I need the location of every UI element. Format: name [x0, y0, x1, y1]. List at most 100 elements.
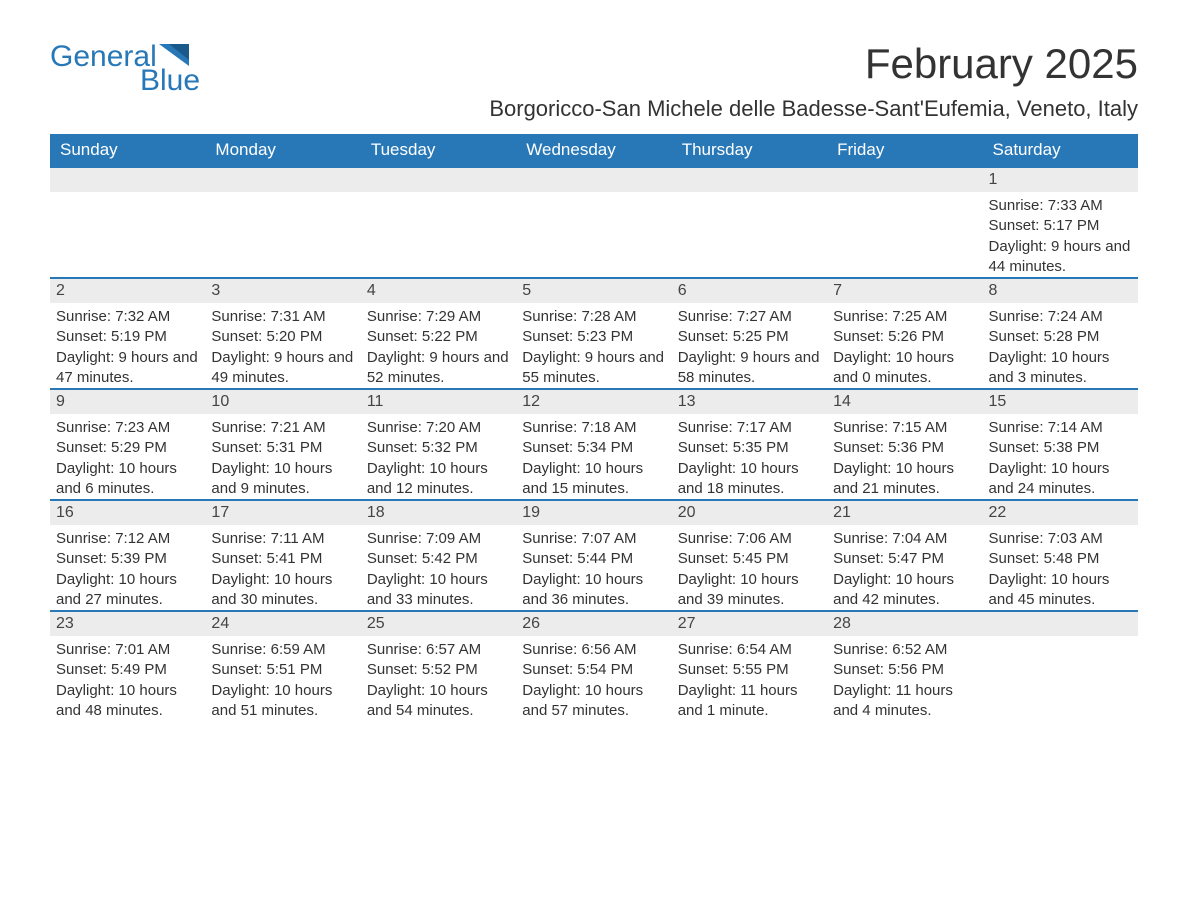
sunrise-text: Sunrise: 7:31 AM — [211, 307, 354, 327]
sunrise-text: Sunrise: 7:21 AM — [211, 418, 354, 438]
sunset-text: Sunset: 5:55 PM — [678, 660, 821, 680]
day-number: 9 — [50, 390, 205, 414]
day-number-cell: 16 — [50, 500, 205, 525]
empty-day-info — [516, 192, 671, 277]
day-info: Sunrise: 6:56 AMSunset: 5:54 PMDaylight:… — [516, 636, 671, 721]
day-number: 22 — [983, 501, 1138, 525]
day-info-cell: Sunrise: 7:31 AMSunset: 5:20 PMDaylight:… — [205, 303, 360, 389]
daylight-text: Daylight: 10 hours and 48 minutes. — [56, 681, 199, 722]
day-number-cell: 3 — [205, 278, 360, 303]
day-info: Sunrise: 7:25 AMSunset: 5:26 PMDaylight:… — [827, 303, 982, 388]
calendar-week-info-row: Sunrise: 7:01 AMSunset: 5:49 PMDaylight:… — [50, 636, 1138, 721]
sunset-text: Sunset: 5:51 PM — [211, 660, 354, 680]
daylight-text: Daylight: 10 hours and 3 minutes. — [989, 348, 1132, 389]
day-number: 5 — [516, 279, 671, 303]
empty-day-info — [672, 192, 827, 277]
sunrise-text: Sunrise: 7:20 AM — [367, 418, 510, 438]
weekday-header: Wednesday — [516, 134, 671, 167]
weekday-header: Monday — [205, 134, 360, 167]
day-info: Sunrise: 6:52 AMSunset: 5:56 PMDaylight:… — [827, 636, 982, 721]
daylight-text: Daylight: 9 hours and 49 minutes. — [211, 348, 354, 389]
day-info-cell — [361, 192, 516, 278]
empty-day-info — [361, 192, 516, 277]
logo-text-blue: Blue — [140, 64, 200, 98]
sunrise-text: Sunrise: 7:25 AM — [833, 307, 976, 327]
day-number: 17 — [205, 501, 360, 525]
day-number: 11 — [361, 390, 516, 414]
page-header: General Blue February 2025 Borgoricco-Sa… — [50, 40, 1138, 122]
day-number: 8 — [983, 279, 1138, 303]
weekday-header: Friday — [827, 134, 982, 167]
daylight-text: Daylight: 10 hours and 12 minutes. — [367, 459, 510, 500]
month-title: February 2025 — [489, 40, 1138, 88]
day-number: 12 — [516, 390, 671, 414]
sunrise-text: Sunrise: 7:01 AM — [56, 640, 199, 660]
day-number: 18 — [361, 501, 516, 525]
daylight-text: Daylight: 10 hours and 24 minutes. — [989, 459, 1132, 500]
day-number-cell — [50, 167, 205, 192]
empty-day-number — [361, 168, 516, 192]
day-number-cell: 11 — [361, 389, 516, 414]
day-info: Sunrise: 7:04 AMSunset: 5:47 PMDaylight:… — [827, 525, 982, 610]
sunset-text: Sunset: 5:35 PM — [678, 438, 821, 458]
day-info: Sunrise: 7:01 AMSunset: 5:49 PMDaylight:… — [50, 636, 205, 721]
sunset-text: Sunset: 5:29 PM — [56, 438, 199, 458]
sunrise-text: Sunrise: 6:52 AM — [833, 640, 976, 660]
daylight-text: Daylight: 10 hours and 30 minutes. — [211, 570, 354, 611]
day-info-cell: Sunrise: 7:18 AMSunset: 5:34 PMDaylight:… — [516, 414, 671, 500]
sunrise-text: Sunrise: 7:14 AM — [989, 418, 1132, 438]
day-number-cell: 24 — [205, 611, 360, 636]
sunset-text: Sunset: 5:48 PM — [989, 549, 1132, 569]
daylight-text: Daylight: 10 hours and 18 minutes. — [678, 459, 821, 500]
day-number-cell: 14 — [827, 389, 982, 414]
sunrise-text: Sunrise: 6:56 AM — [522, 640, 665, 660]
day-info-cell: Sunrise: 7:04 AMSunset: 5:47 PMDaylight:… — [827, 525, 982, 611]
day-number: 23 — [50, 612, 205, 636]
day-info: Sunrise: 7:31 AMSunset: 5:20 PMDaylight:… — [205, 303, 360, 388]
daylight-text: Daylight: 10 hours and 42 minutes. — [833, 570, 976, 611]
day-number-cell — [827, 167, 982, 192]
daylight-text: Daylight: 9 hours and 55 minutes. — [522, 348, 665, 389]
day-number-cell — [516, 167, 671, 192]
sunrise-text: Sunrise: 7:23 AM — [56, 418, 199, 438]
daylight-text: Daylight: 9 hours and 47 minutes. — [56, 348, 199, 389]
sunrise-text: Sunrise: 7:12 AM — [56, 529, 199, 549]
empty-day-info — [205, 192, 360, 277]
day-info-cell — [50, 192, 205, 278]
calendar-week-info-row: Sunrise: 7:33 AMSunset: 5:17 PMDaylight:… — [50, 192, 1138, 278]
sunrise-text: Sunrise: 7:15 AM — [833, 418, 976, 438]
sunset-text: Sunset: 5:52 PM — [367, 660, 510, 680]
day-number: 15 — [983, 390, 1138, 414]
day-number: 24 — [205, 612, 360, 636]
daylight-text: Daylight: 9 hours and 44 minutes. — [989, 237, 1132, 278]
day-number-cell: 20 — [672, 500, 827, 525]
day-info-cell: Sunrise: 6:59 AMSunset: 5:51 PMDaylight:… — [205, 636, 360, 721]
daylight-text: Daylight: 10 hours and 51 minutes. — [211, 681, 354, 722]
day-number-cell: 1 — [983, 167, 1138, 192]
day-info: Sunrise: 7:18 AMSunset: 5:34 PMDaylight:… — [516, 414, 671, 499]
day-info-cell: Sunrise: 7:12 AMSunset: 5:39 PMDaylight:… — [50, 525, 205, 611]
sunset-text: Sunset: 5:25 PM — [678, 327, 821, 347]
day-info-cell: Sunrise: 7:01 AMSunset: 5:49 PMDaylight:… — [50, 636, 205, 721]
sunset-text: Sunset: 5:17 PM — [989, 216, 1132, 236]
day-info-cell: Sunrise: 7:17 AMSunset: 5:35 PMDaylight:… — [672, 414, 827, 500]
sunset-text: Sunset: 5:23 PM — [522, 327, 665, 347]
day-info-cell: Sunrise: 7:14 AMSunset: 5:38 PMDaylight:… — [983, 414, 1138, 500]
empty-day-info — [50, 192, 205, 277]
day-info-cell: Sunrise: 7:33 AMSunset: 5:17 PMDaylight:… — [983, 192, 1138, 278]
day-info: Sunrise: 7:15 AMSunset: 5:36 PMDaylight:… — [827, 414, 982, 499]
day-number: 25 — [361, 612, 516, 636]
day-info-cell: Sunrise: 6:54 AMSunset: 5:55 PMDaylight:… — [672, 636, 827, 721]
sunset-text: Sunset: 5:38 PM — [989, 438, 1132, 458]
day-number: 4 — [361, 279, 516, 303]
sunrise-text: Sunrise: 7:17 AM — [678, 418, 821, 438]
daylight-text: Daylight: 10 hours and 33 minutes. — [367, 570, 510, 611]
day-info: Sunrise: 6:57 AMSunset: 5:52 PMDaylight:… — [361, 636, 516, 721]
sunset-text: Sunset: 5:22 PM — [367, 327, 510, 347]
calendar-week-number-row: 232425262728 — [50, 611, 1138, 636]
day-number: 1 — [983, 168, 1138, 192]
day-info: Sunrise: 7:33 AMSunset: 5:17 PMDaylight:… — [983, 192, 1138, 277]
empty-day-number — [983, 612, 1138, 636]
sunset-text: Sunset: 5:31 PM — [211, 438, 354, 458]
daylight-text: Daylight: 10 hours and 36 minutes. — [522, 570, 665, 611]
